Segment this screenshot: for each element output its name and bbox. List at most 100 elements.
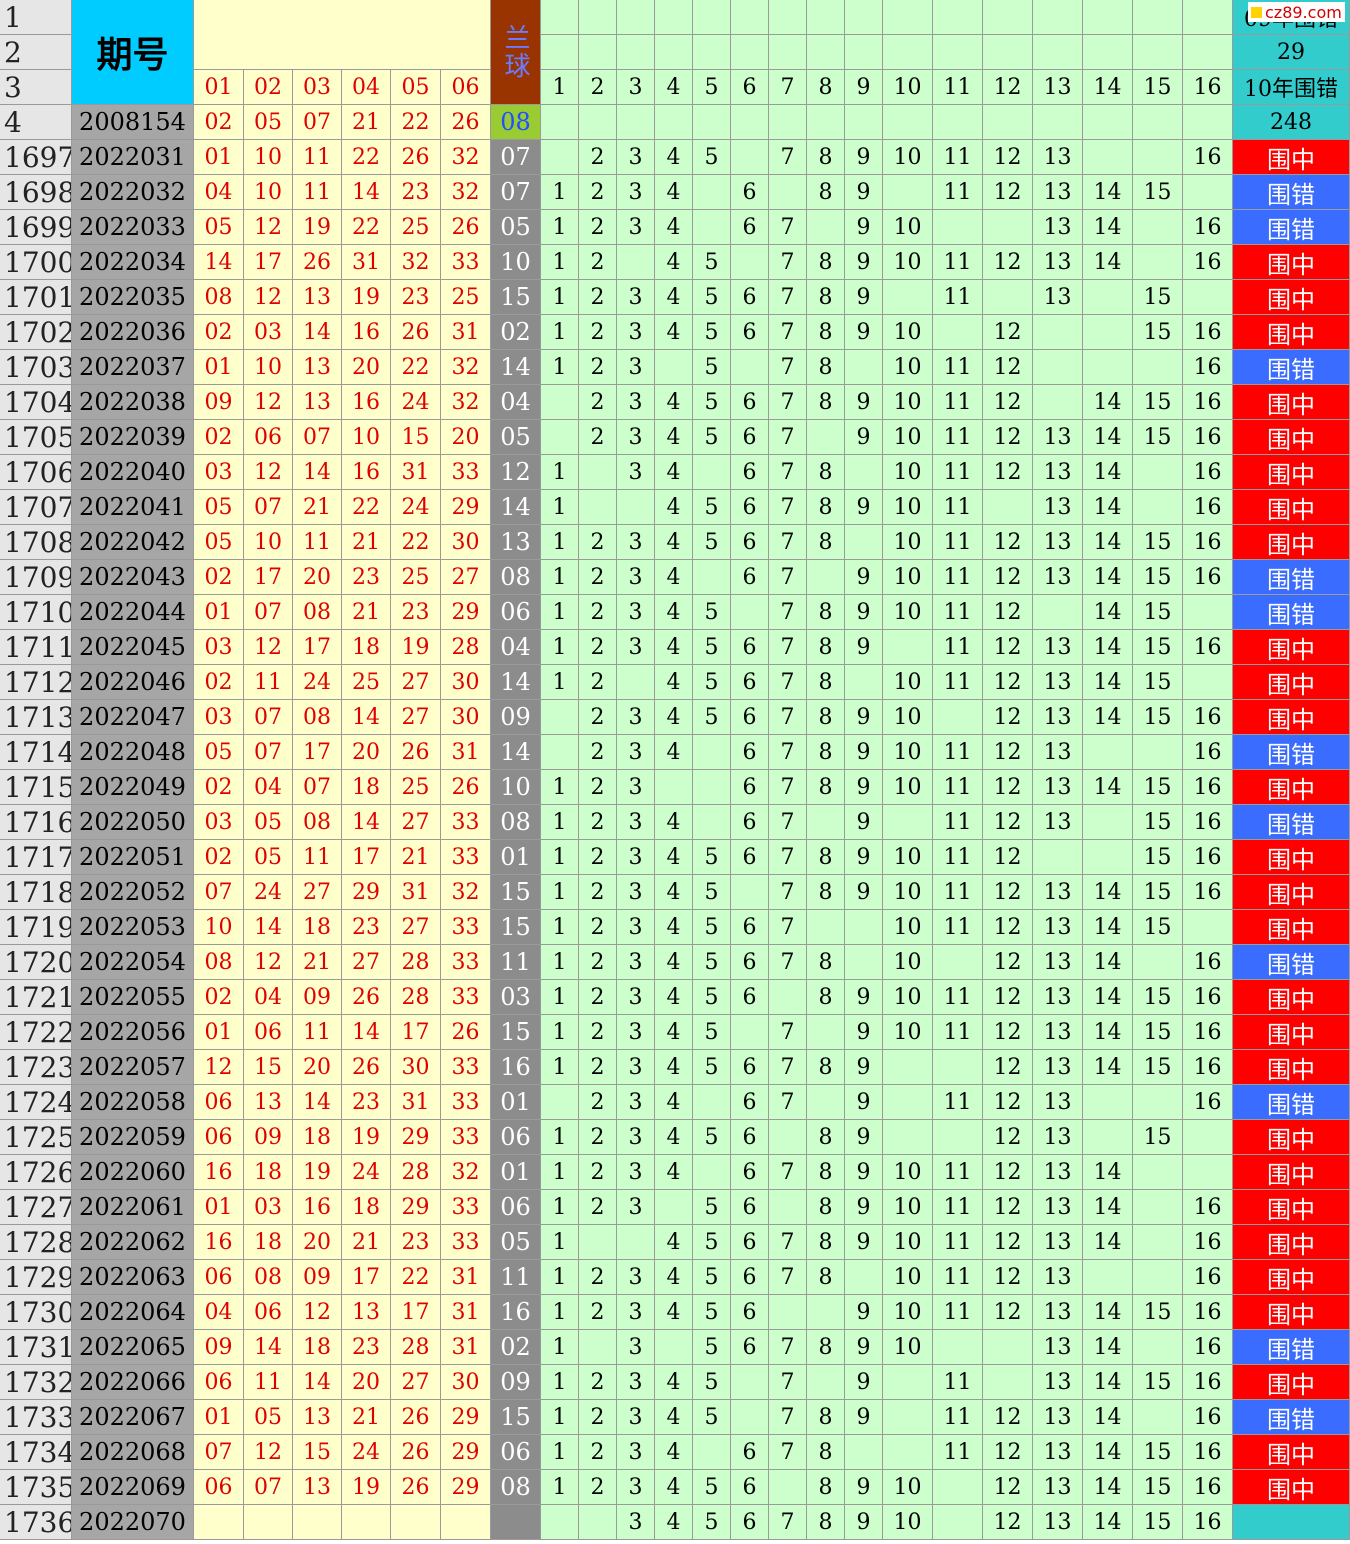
candidate-number-cell[interactable]: 7 [769, 945, 807, 980]
row-header[interactable]: 1736 [0, 1505, 72, 1540]
candidate-number-cell[interactable]: 8 [807, 525, 845, 560]
red-number-cell[interactable]: 25 [391, 210, 441, 245]
candidate-number-cell[interactable]: 12 [983, 1190, 1033, 1225]
candidate-number-cell[interactable]: 15 [1133, 560, 1183, 595]
candidate-number-cell[interactable]: 1 [541, 1365, 579, 1400]
red-number-cell[interactable]: 11 [293, 175, 342, 210]
result-badge[interactable]: 围错 [1233, 175, 1350, 210]
red-number-cell[interactable]: 12 [293, 1295, 342, 1330]
candidate-number-cell[interactable]: 3 [617, 910, 655, 945]
candidate-number-cell[interactable]: 10 [883, 735, 933, 770]
blue-ball-cell[interactable]: 15 [491, 280, 541, 315]
candidate-number-cell[interactable]: 2 [579, 1085, 617, 1120]
red-number-cell[interactable]: 23 [342, 560, 391, 595]
candidate-number-cell[interactable]: 6 [731, 1295, 769, 1330]
candidate-number-cell[interactable]: 2 [579, 525, 617, 560]
candidate-number-cell[interactable]: 11 [933, 1435, 983, 1470]
issue-cell[interactable]: 2022047 [72, 700, 194, 735]
candidate-number-cell[interactable]: 3 [617, 1435, 655, 1470]
candidate-number-cell[interactable] [731, 1365, 769, 1400]
red-number-cell[interactable]: 11 [293, 1015, 342, 1050]
candidate-number-cell[interactable]: 14 [1083, 175, 1133, 210]
candidate-number-cell[interactable]: 12 [983, 1050, 1033, 1085]
green-header-blank[interactable] [579, 0, 617, 35]
blue-ball-cell[interactable]: 08 [491, 805, 541, 840]
candidate-number-cell[interactable] [933, 1120, 983, 1155]
candidate-number-cell[interactable]: 13 [1033, 665, 1083, 700]
candidate-number-cell[interactable]: 4 [655, 420, 693, 455]
candidate-number-cell[interactable]: 2 [579, 245, 617, 280]
candidate-number-cell[interactable]: 14 [1083, 490, 1133, 525]
candidate-number-cell[interactable] [1033, 840, 1083, 875]
red-number-cell[interactable]: 24 [391, 385, 441, 420]
candidate-number-cell[interactable] [655, 1330, 693, 1365]
candidate-number-cell[interactable] [1083, 1260, 1133, 1295]
red-number-cell[interactable]: 06 [244, 420, 293, 455]
red-number-cell[interactable]: 33 [441, 805, 491, 840]
candidate-number-cell[interactable]: 9 [845, 700, 883, 735]
candidate-number-cell[interactable]: 14 [1083, 560, 1133, 595]
red-number-cell[interactable]: 14 [244, 910, 293, 945]
candidate-number-cell[interactable] [1133, 1190, 1183, 1225]
candidate-number-cell[interactable]: 2 [579, 1155, 617, 1190]
green-cell[interactable] [731, 105, 769, 140]
red-number-cell[interactable]: 08 [244, 1260, 293, 1295]
candidate-number-cell[interactable] [541, 1505, 579, 1540]
candidate-number-cell[interactable]: 6 [731, 175, 769, 210]
blue-ball-cell[interactable]: 14 [491, 350, 541, 385]
red-number-cell[interactable]: 27 [391, 805, 441, 840]
red-number-cell[interactable]: 26 [293, 245, 342, 280]
candidate-number-cell[interactable]: 1 [541, 980, 579, 1015]
candidate-number-cell[interactable]: 11 [933, 280, 983, 315]
red-number-cell[interactable]: 26 [441, 105, 491, 140]
red-number-cell[interactable]: 02 [194, 105, 244, 140]
red-number-cell[interactable]: 05 [244, 105, 293, 140]
green-cell[interactable] [579, 105, 617, 140]
candidate-number-cell[interactable]: 15 [1133, 700, 1183, 735]
candidate-number-cell[interactable]: 12 [983, 1085, 1033, 1120]
candidate-number-cell[interactable]: 10 [883, 1015, 933, 1050]
candidate-number-cell[interactable]: 7 [769, 245, 807, 280]
red-number-cell[interactable]: 13 [293, 385, 342, 420]
blue-ball-cell[interactable]: 06 [491, 595, 541, 630]
red-number-cell[interactable]: 17 [293, 735, 342, 770]
candidate-number-cell[interactable]: 15 [1133, 280, 1183, 315]
candidate-number-cell[interactable]: 11 [933, 595, 983, 630]
red-number-cell[interactable]: 28 [441, 630, 491, 665]
candidate-number-cell[interactable]: 9 [845, 385, 883, 420]
row-header[interactable]: 1701 [0, 280, 72, 315]
candidate-number-cell[interactable] [579, 1330, 617, 1365]
candidate-number-cell[interactable] [731, 1015, 769, 1050]
candidate-number-cell[interactable]: 4 [655, 910, 693, 945]
red-number-cell[interactable]: 27 [391, 910, 441, 945]
candidate-number-cell[interactable]: 5 [693, 1470, 731, 1505]
candidate-number-cell[interactable]: 16 [1183, 1190, 1233, 1225]
candidate-number-cell[interactable]: 15 [1133, 315, 1183, 350]
candidate-number-cell[interactable]: 4 [655, 1470, 693, 1505]
candidate-number-cell[interactable]: 16 [1183, 350, 1233, 385]
candidate-number-cell[interactable]: 15 [1133, 1505, 1183, 1540]
issue-cell[interactable]: 2022038 [72, 385, 194, 420]
red-number-cell[interactable]: 26 [441, 210, 491, 245]
green-cell[interactable] [1033, 105, 1083, 140]
candidate-number-cell[interactable] [1183, 175, 1233, 210]
result-badge[interactable]: 围中 [1233, 840, 1350, 875]
red-number-cell[interactable]: 03 [194, 630, 244, 665]
candidate-number-cell[interactable]: 7 [769, 385, 807, 420]
candidate-number-cell[interactable]: 3 [617, 770, 655, 805]
red-number-cell[interactable]: 03 [194, 700, 244, 735]
candidate-number-cell[interactable]: 5 [693, 1400, 731, 1435]
candidate-number-cell[interactable]: 16 [1183, 875, 1233, 910]
candidate-number-cell[interactable]: 2 [579, 1295, 617, 1330]
result-badge[interactable]: 围中 [1233, 910, 1350, 945]
blue-ball-cell[interactable]: 07 [491, 175, 541, 210]
green-header-blank[interactable] [731, 0, 769, 35]
candidate-number-cell[interactable]: 3 [617, 140, 655, 175]
candidate-number-cell[interactable]: 16 [1183, 315, 1233, 350]
candidate-number-cell[interactable]: 14 [1083, 910, 1133, 945]
candidate-number-cell[interactable]: 2 [579, 770, 617, 805]
result-badge[interactable]: 围中 [1233, 1015, 1350, 1050]
candidate-number-cell[interactable]: 6 [731, 490, 769, 525]
candidate-number-cell[interactable] [693, 560, 731, 595]
red-number-cell[interactable]: 33 [441, 1120, 491, 1155]
